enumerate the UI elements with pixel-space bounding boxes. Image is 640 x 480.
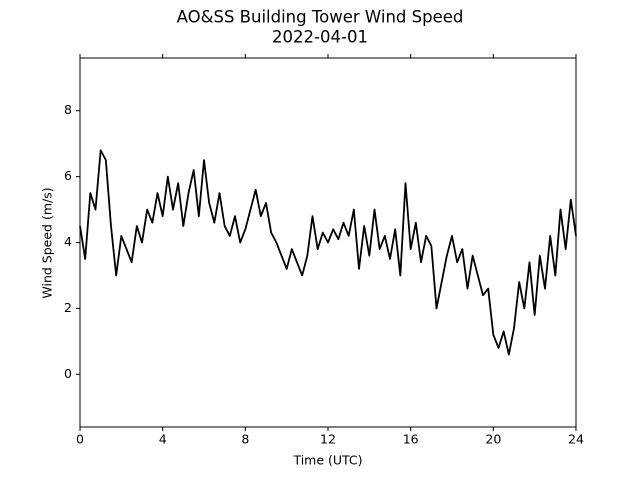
plot-frame — [79, 57, 577, 428]
chart-subtitle: 2022-04-01 — [272, 28, 368, 47]
data-line — [79, 149, 577, 356]
y-tick-label: 4 — [64, 234, 72, 249]
x-tick-label: 0 — [76, 432, 84, 447]
y-tick-label: 0 — [64, 366, 72, 381]
chart-title: AO&SS Building Tower Wind Speed — [177, 8, 464, 27]
y-tick-label: 2 — [64, 300, 72, 315]
x-tick-label: 16 — [403, 432, 419, 447]
x-axis-label: Time (UTC) — [292, 453, 362, 468]
x-tick-label: 24 — [568, 432, 584, 447]
x-tick-label: 4 — [159, 432, 167, 447]
y-axis-label: Wind Speed (m/s) — [40, 187, 55, 298]
y-tick-label: 6 — [64, 168, 72, 183]
x-tick-label: 12 — [320, 432, 336, 447]
x-tick-label: 8 — [241, 432, 249, 447]
y-tick-label: 8 — [64, 102, 72, 117]
x-tick-label: 20 — [485, 432, 501, 447]
